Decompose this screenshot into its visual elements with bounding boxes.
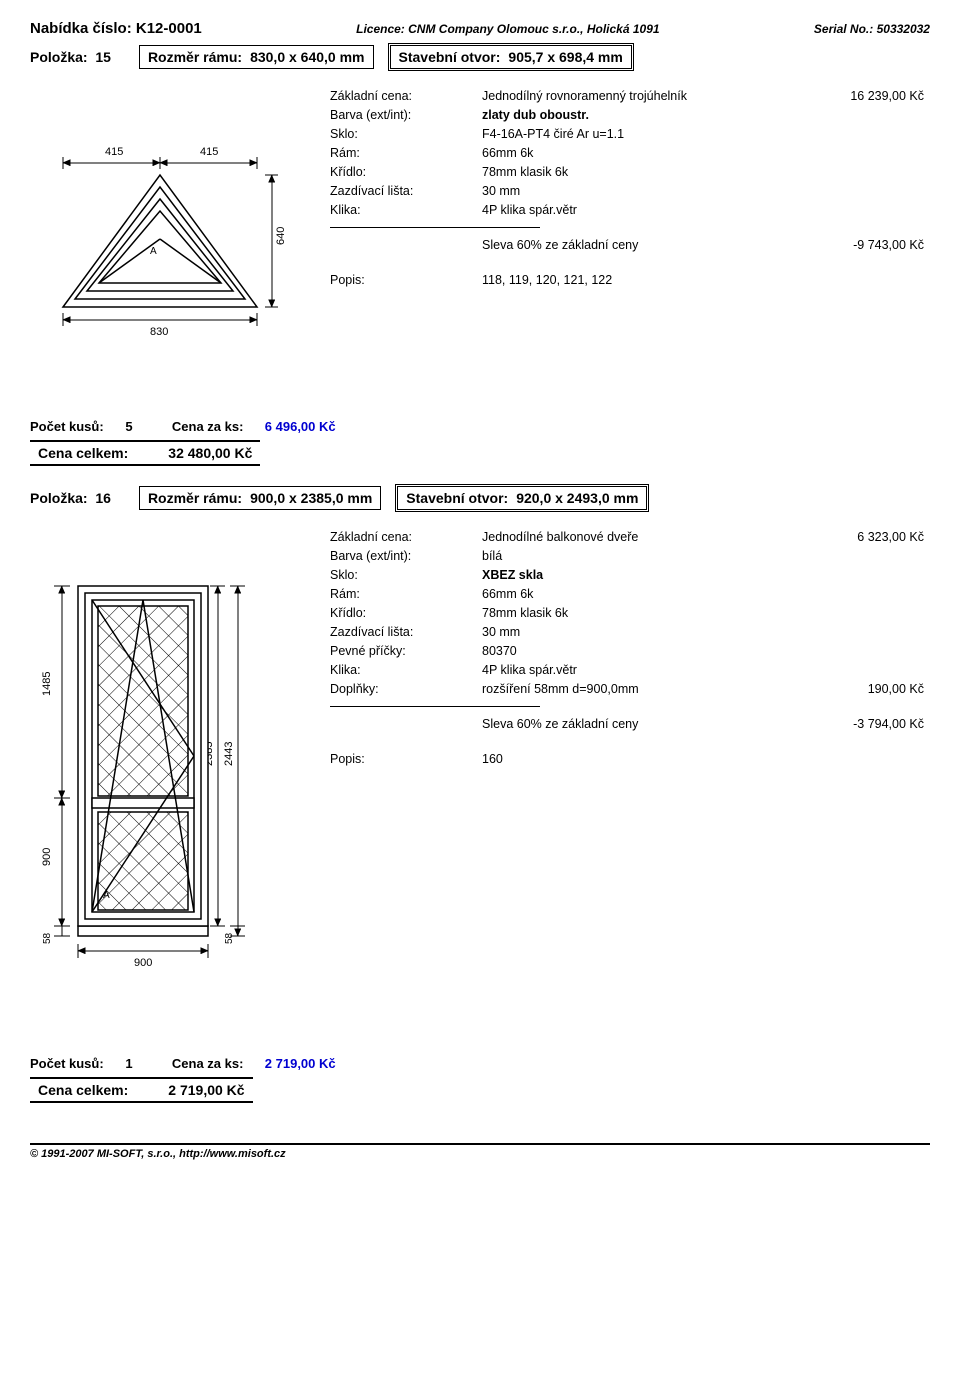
dim-label: 900 bbox=[41, 848, 53, 866]
dim-label: 1485 bbox=[41, 672, 53, 696]
serial-value: 50332032 bbox=[877, 22, 930, 36]
spec-table: Základní cena:Jednodílné balkonové dveře… bbox=[324, 526, 930, 769]
open-symbol: A bbox=[103, 890, 110, 901]
item-number: Položka: 15 bbox=[30, 49, 125, 65]
item-footer: Počet kusů: 5 Cena za ks: 6 496,00 Kč Ce… bbox=[30, 419, 930, 466]
dim-label: 830 bbox=[150, 326, 168, 338]
offer-value: K12-0001 bbox=[136, 20, 202, 37]
open-symbol: A bbox=[150, 246, 157, 257]
dim-label: 640 bbox=[275, 227, 287, 245]
spec-table: Základní cena:Jednodílný rovnoramenný tr… bbox=[324, 85, 930, 290]
dim-label: 415 bbox=[105, 146, 123, 158]
frame-size-box: Rozměr rámu: 900,0 x 2385,0 mm bbox=[139, 486, 381, 510]
triangle-drawing: 415 415 640 830 bbox=[30, 139, 290, 339]
opening-size-box: Stavební otvor: 920,0 x 2493,0 mm bbox=[395, 484, 649, 512]
page-header: Nabídka číslo: K12-0001 Licence: CNM Com… bbox=[30, 20, 930, 37]
item-header: Položka: 16 Rozměr rámu: 900,0 x 2385,0 … bbox=[30, 484, 930, 512]
licence-label: Licence: bbox=[356, 22, 405, 36]
opening-size-box: Stavební otvor: 905,7 x 698,4 mm bbox=[388, 43, 634, 71]
licence: Licence: CNM Company Olomouc s.r.o., Hol… bbox=[356, 22, 659, 36]
drawing: 415 415 640 830 bbox=[30, 79, 300, 339]
dim-label: 415 bbox=[200, 146, 218, 158]
dim-label: 900 bbox=[134, 957, 152, 969]
total-box: Cena celkem: 2 719,00 Kč bbox=[30, 1077, 253, 1103]
item-number: Položka: 16 bbox=[30, 490, 125, 506]
dim-label: 2443 bbox=[223, 742, 235, 766]
door-drawing: 1485 900 58 2385 2443 58 bbox=[30, 576, 300, 996]
item-header: Položka: 15 Rozměr rámu: 830,0 x 640,0 m… bbox=[30, 43, 930, 71]
total-box: Cena celkem: 32 480,00 Kč bbox=[30, 440, 260, 466]
page-footer: © 1991-2007 MI-SOFT, s.r.o., http://www.… bbox=[30, 1143, 930, 1160]
count-line: Počet kusů: 1 Cena za ks: 2 719,00 Kč bbox=[30, 1056, 930, 1071]
count-line: Počet kusů: 5 Cena za ks: 6 496,00 Kč bbox=[30, 419, 930, 434]
dim-label: 58 bbox=[224, 932, 235, 944]
drawing: 1485 900 58 2385 2443 58 bbox=[30, 520, 300, 996]
serial: Serial No.: 50332032 bbox=[814, 22, 930, 36]
frame-size-box: Rozměr rámu: 830,0 x 640,0 mm bbox=[139, 45, 374, 69]
spec-list: Základní cena:Jednodílný rovnoramenný tr… bbox=[324, 79, 930, 339]
dim-label: 58 bbox=[42, 932, 53, 944]
licence-value: CNM Company Olomouc s.r.o., Holická 1091 bbox=[408, 22, 659, 36]
spec-list: Základní cena:Jednodílné balkonové dveře… bbox=[324, 520, 930, 996]
serial-label: Serial No.: bbox=[814, 22, 873, 36]
offer-label: Nabídka číslo: bbox=[30, 20, 132, 37]
item-details: 1485 900 58 2385 2443 58 bbox=[30, 520, 930, 996]
item-details: 415 415 640 830 bbox=[30, 79, 930, 339]
item-footer: Počet kusů: 1 Cena za ks: 2 719,00 Kč Ce… bbox=[30, 1056, 930, 1103]
offer-number: Nabídka číslo: K12-0001 bbox=[30, 20, 202, 37]
